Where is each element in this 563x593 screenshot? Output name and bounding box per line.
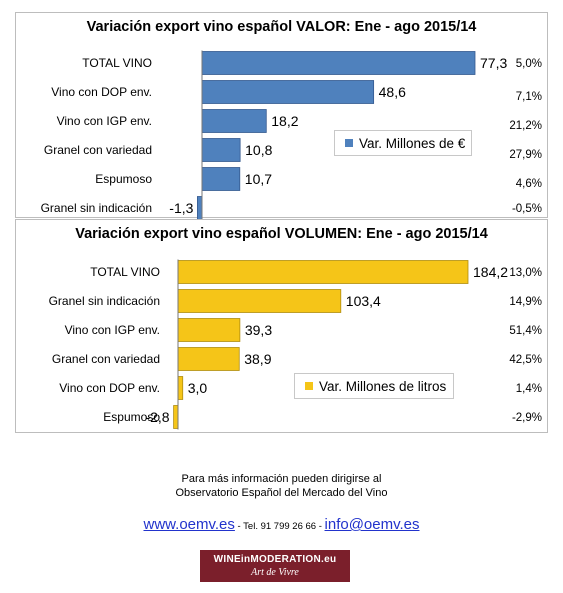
- value-bar-granel-sin-indicacion: [197, 196, 203, 220]
- value-value-label-granel-con-variedad: 10,8: [245, 142, 272, 158]
- value-percent-label-total-vino: 5,0%: [516, 58, 542, 70]
- volume-bar-total-vino: [177, 260, 469, 284]
- website-link[interactable]: www.oemv.es: [143, 516, 235, 533]
- value-category-label-vino-con-dop-env: Vino con DOP env.: [51, 85, 152, 99]
- logo-tagline: Art de Vivre: [251, 567, 299, 578]
- value-category-label-total-vino: TOTAL VINO: [82, 56, 152, 70]
- value-value-label-granel-sin-indicacion: -1,3: [169, 200, 193, 216]
- value-bar-vino-con-igp-env: [201, 109, 267, 133]
- volume-value-label-granel-sin-indicacion: 103,4: [346, 293, 381, 309]
- volume-chart-legend: Var. Millones de litros: [294, 373, 454, 399]
- value-value-label-espumoso: 10,7: [245, 171, 272, 187]
- volume-percent-label-total-vino: 13,0%: [509, 267, 542, 279]
- value-bar-granel-con-variedad: [201, 138, 241, 162]
- volume-legend-label: Var. Millones de litros: [319, 378, 447, 394]
- value-category-label-espumoso: Espumoso: [95, 172, 152, 186]
- volume-percent-label-espumoso: -2,9%: [512, 412, 542, 424]
- volume-category-label-granel-sin-indicacion: Granel sin indicación: [49, 294, 160, 308]
- volume-chart-panel: Variación export vino español VOLUMEN: E…: [15, 219, 548, 433]
- value-percent-label-espumoso: 4,6%: [516, 178, 542, 190]
- volume-percent-label-granel-con-variedad: 42,5%: [509, 354, 542, 366]
- volume-bar-granel-con-variedad: [177, 347, 240, 371]
- wine-in-moderation-logo[interactable]: WINEinMODERATION.eu Art de Vivre: [200, 550, 350, 582]
- volume-bar-granel-sin-indicacion: [177, 289, 342, 313]
- value-chart-title: Variación export vino español VALOR: Ene…: [86, 19, 477, 35]
- volume-chart-title: Variación export vino español VOLUMEN: E…: [75, 226, 488, 242]
- value-bar-espumoso: [201, 167, 241, 191]
- footer-info-line-1: Para más información pueden dirigirse al: [181, 473, 382, 485]
- volume-value-label-total-vino: 184,2: [473, 264, 508, 280]
- volume-percent-label-granel-sin-indicacion: 14,9%: [509, 296, 542, 308]
- volume-percent-label-vino-con-dop-env: 1,4%: [516, 383, 542, 395]
- value-value-label-vino-con-dop-env: 48,6: [379, 84, 406, 100]
- volume-chart-svg: TOTAL VINO 184,2 13,0% Granel sin indicació…: [49, 259, 542, 430]
- legend-swatch-yellow: [305, 382, 313, 390]
- volume-bar-espumoso: [173, 405, 179, 429]
- volume-value-label-vino-con-dop-env: 3,0: [188, 380, 208, 396]
- value-category-label-vino-con-igp-env: Vino con IGP env.: [57, 114, 152, 128]
- phone-text: - Tel. 91 799 26 66 -: [234, 521, 325, 532]
- volume-category-label-vino-con-dop-env: Vino con DOP env.: [59, 381, 160, 395]
- value-bar-total-vino: [201, 51, 476, 75]
- value-category-label-granel-sin-indicacion: Granel sin indicación: [41, 201, 152, 215]
- value-legend-label: Var. Millones de €: [359, 135, 466, 151]
- volume-category-label-espumoso: Espumoso: [103, 410, 160, 424]
- email-link[interactable]: info@oemv.es: [324, 516, 420, 533]
- value-bar-vino-con-dop-env: [201, 80, 375, 104]
- volume-category-label-granel-con-variedad: Granel con variedad: [52, 352, 160, 366]
- footer-links: www.oemv.es - Tel. 91 799 26 66 - info@o…: [0, 516, 563, 533]
- value-value-label-total-vino: 77,3: [480, 55, 507, 71]
- value-chart-svg: TOTAL VINO 77,3 5,0% Vino con DOP env. 48,6 7…: [41, 50, 542, 221]
- value-percent-label-vino-con-igp-env: 21,2%: [509, 120, 542, 132]
- volume-value-label-granel-con-variedad: 38,9: [244, 351, 271, 367]
- value-category-label-granel-con-variedad: Granel con variedad: [44, 143, 152, 157]
- logo-title: WINEinMODERATION.eu: [213, 554, 337, 565]
- footer-info-line-2: Observatorio Español del Mercado del Vin…: [175, 487, 388, 499]
- value-percent-label-granel-con-variedad: 27,9%: [509, 149, 542, 161]
- volume-category-label-total-vino: TOTAL VINO: [90, 265, 160, 279]
- value-chart-panel: Variación export vino español VALOR: Ene…: [15, 12, 548, 221]
- volume-percent-label-vino-con-igp-env: 51,4%: [509, 325, 542, 337]
- volume-category-label-vino-con-igp-env: Vino con IGP env.: [65, 323, 160, 337]
- value-percent-label-granel-sin-indicacion: -0,5%: [512, 203, 542, 215]
- legend-swatch-blue: [345, 139, 353, 147]
- volume-value-label-vino-con-igp-env: 39,3: [245, 322, 272, 338]
- volume-value-label-espumoso: -2,8: [145, 409, 169, 425]
- volume-bar-vino-con-igp-env: [177, 318, 241, 342]
- value-percent-label-vino-con-dop-env: 7,1%: [516, 91, 542, 103]
- value-value-label-vino-con-igp-env: 18,2: [271, 113, 298, 129]
- volume-bar-vino-con-dop-env: [177, 376, 184, 400]
- value-chart-legend: Var. Millones de €: [334, 130, 472, 156]
